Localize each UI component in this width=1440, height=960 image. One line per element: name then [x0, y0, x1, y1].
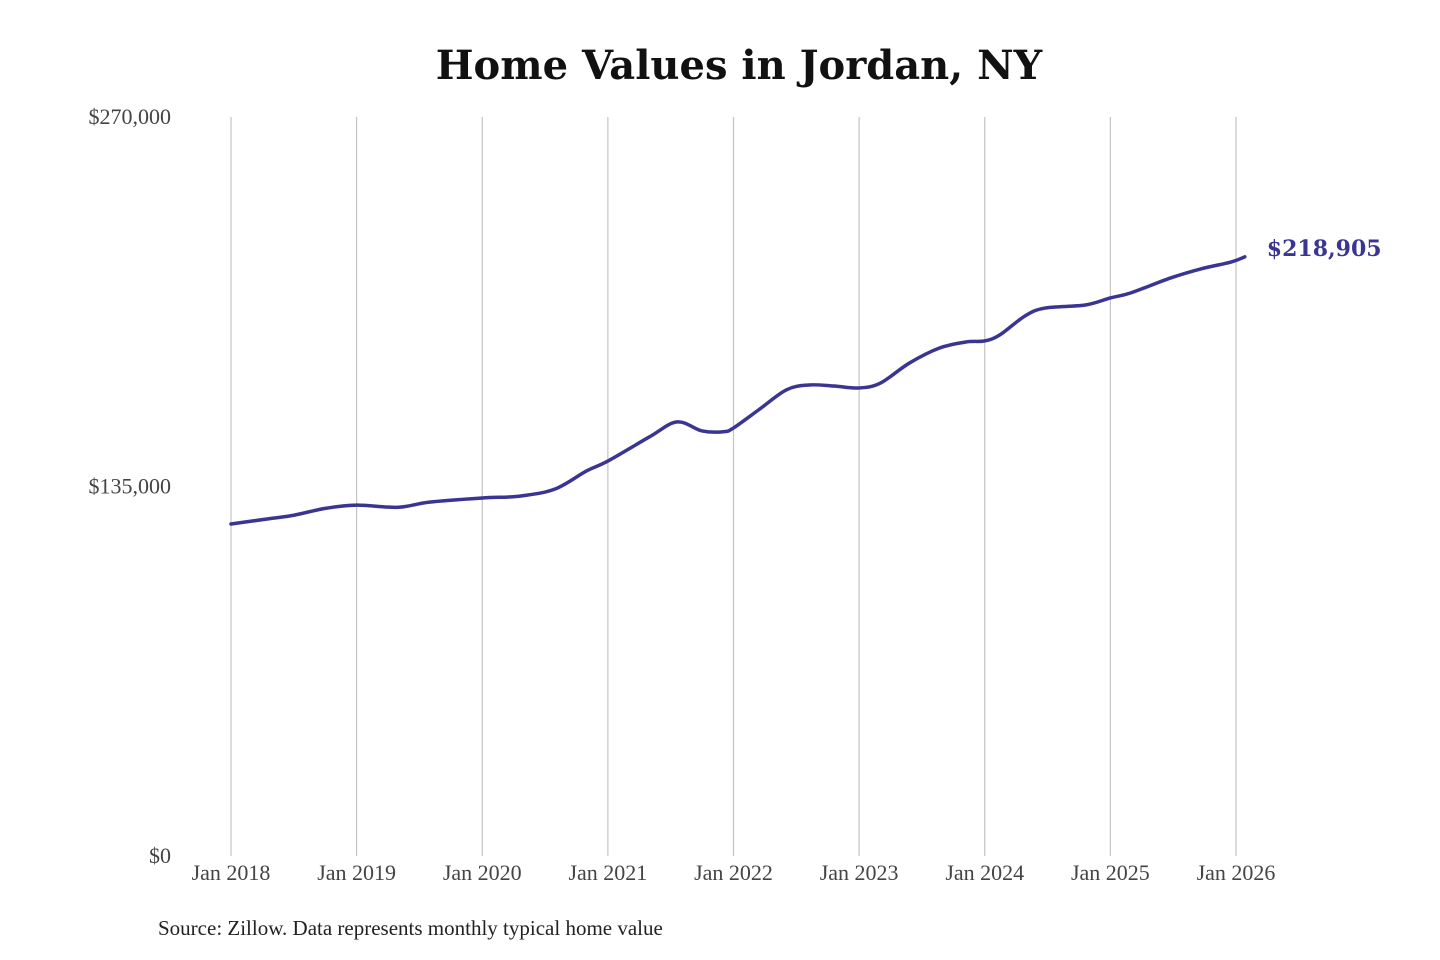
y-tick-label: $270,000 — [89, 104, 172, 129]
y-tick-label: $0 — [149, 843, 171, 868]
x-tick-label: Jan 2018 — [192, 860, 271, 885]
x-tick-label: Jan 2021 — [568, 860, 647, 885]
x-tick-label: Jan 2026 — [1197, 860, 1276, 885]
chart-title: Home Values in Jordan, NY — [435, 42, 1043, 89]
x-tick-label: Jan 2025 — [1071, 860, 1150, 885]
series-line — [229, 255, 1247, 526]
x-tick-label: Jan 2019 — [317, 860, 396, 885]
source-note: Source: Zillow. Data represents monthly … — [158, 916, 663, 940]
x-tick-label: Jan 2023 — [820, 860, 899, 885]
x-tick-label: Jan 2024 — [945, 860, 1024, 885]
end-value-label: $218,905 — [1267, 236, 1382, 262]
x-tick-label: Jan 2020 — [443, 860, 522, 885]
x-tick-label: Jan 2022 — [694, 860, 773, 885]
y-tick-label: $135,000 — [89, 474, 172, 499]
